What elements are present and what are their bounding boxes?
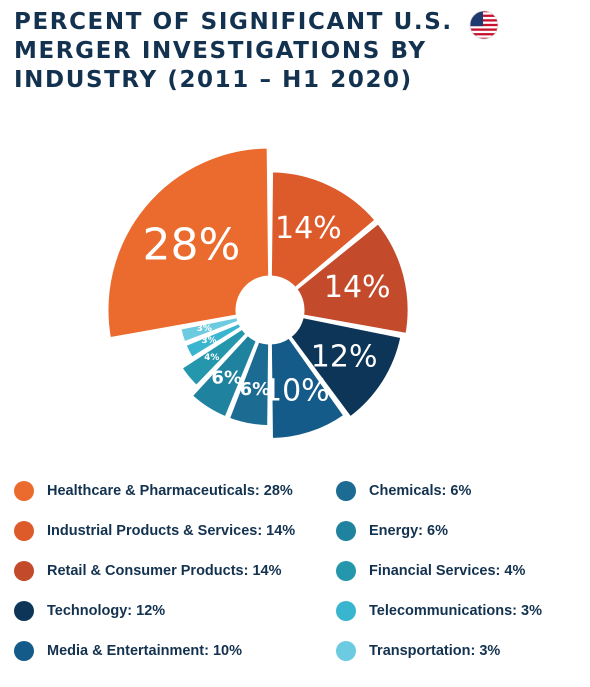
legend-swatch — [14, 521, 34, 541]
legend-item-healthcare-and-pharmaceuticals: Healthcare & Pharmaceuticals: 28% — [14, 481, 293, 501]
data-label-financial-services: 4% — [204, 353, 219, 363]
data-label-transportation: 3% — [197, 324, 212, 334]
legend-swatch — [336, 481, 356, 501]
slice-industrial-products-and-services — [268, 169, 378, 291]
legend-item-technology: Technology: 12% — [14, 601, 165, 621]
slice-technology — [288, 315, 404, 420]
legend-label: Media & Entertainment: 10% — [47, 643, 242, 659]
legend-swatch — [336, 641, 356, 661]
legend-label: Transportation: 3% — [369, 643, 501, 659]
legend-item-retail-and-consumer-products: Retail & Consumer Products: 14% — [14, 561, 281, 581]
slice-retail-and-consumer-products — [294, 221, 411, 337]
legend-swatch — [14, 641, 34, 661]
legend-label: Technology: 12% — [47, 603, 166, 619]
data-label-energy: 6% — [211, 368, 242, 389]
legend-swatch — [14, 601, 34, 621]
legend-label: Chemicals: 6% — [369, 483, 472, 499]
legend-item-transportation: Transportation: 3% — [336, 641, 500, 661]
data-label-healthcare-and-pharmaceuticals: 28% — [143, 219, 241, 270]
legend-label: Healthcare & Pharmaceuticals: 28% — [47, 483, 293, 499]
legend-label: Industrial Products & Services: 14% — [47, 523, 296, 539]
slice-energy — [189, 332, 260, 420]
legend-swatch — [336, 561, 356, 581]
legend-swatch — [336, 521, 356, 541]
legend-item-industrial-products-and-services: Industrial Products & Services: 14% — [14, 521, 295, 541]
slice-healthcare-and-pharmaceuticals — [105, 145, 272, 341]
legend-item-telecommunications: Telecommunications: 3% — [336, 601, 542, 621]
us-flag-icon — [469, 10, 499, 40]
legend-label: Energy: 6% — [369, 523, 448, 539]
legend-item-media-and-entertainment: Media & Entertainment: 10% — [14, 641, 242, 661]
legend-item-energy: Energy: 6% — [336, 521, 448, 541]
legend-label: Retail & Consumer Products: 14% — [47, 563, 282, 579]
chart-title: PERCENT OF SIGNIFICANT U.S. MERGER INVES… — [14, 9, 453, 93]
legend-swatch — [14, 561, 34, 581]
legend-swatch — [14, 481, 34, 501]
data-label-retail-and-consumer-products: 14% — [324, 270, 391, 305]
data-label-chemicals: 6% — [240, 379, 271, 400]
data-label-media-and-entertainment: 10% — [263, 374, 330, 409]
data-label-telecommunications: 3% — [201, 336, 216, 346]
data-label-technology: 12% — [311, 340, 378, 375]
legend-item-chemicals: Chemicals: 6% — [336, 481, 471, 501]
data-label-industrial-products-and-services: 14% — [275, 211, 342, 246]
slice-media-and-entertainment — [268, 335, 347, 442]
slice-chemicals — [226, 339, 272, 429]
legend-item-financial-services: Financial Services: 4% — [336, 561, 525, 581]
legend-label: Financial Services: 4% — [369, 563, 526, 579]
legend-label: Telecommunications: 3% — [369, 603, 542, 619]
legend-swatch — [336, 601, 356, 621]
